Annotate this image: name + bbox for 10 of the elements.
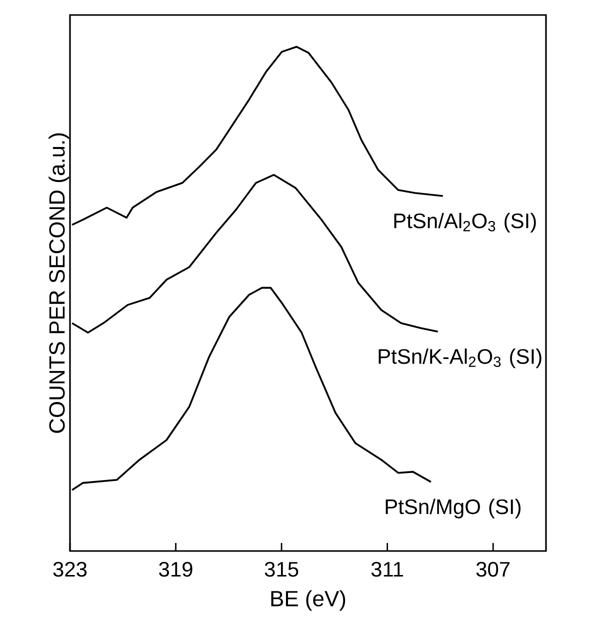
x-tick-label: 307 [476, 562, 510, 577]
series-label: PtSn/MgO (SI) [386, 498, 521, 518]
y-axis-title: COUNTS PER SECOND (a.u.) [48, 133, 70, 433]
x-tick-label: 311 [372, 562, 404, 577]
x-tick-label: 323 [53, 562, 87, 577]
series-label: PtSn/Al$_{2}$O$_{3}$ (SI) [394, 212, 536, 232]
x-tick-label: 315 [265, 562, 298, 577]
series-label: PtSn/K-Al$_{2}$O$_{3}$ (SI) [378, 348, 542, 368]
x-tick-label: 319 [159, 562, 192, 577]
x-axis-title: BE (eV) [271, 590, 346, 611]
